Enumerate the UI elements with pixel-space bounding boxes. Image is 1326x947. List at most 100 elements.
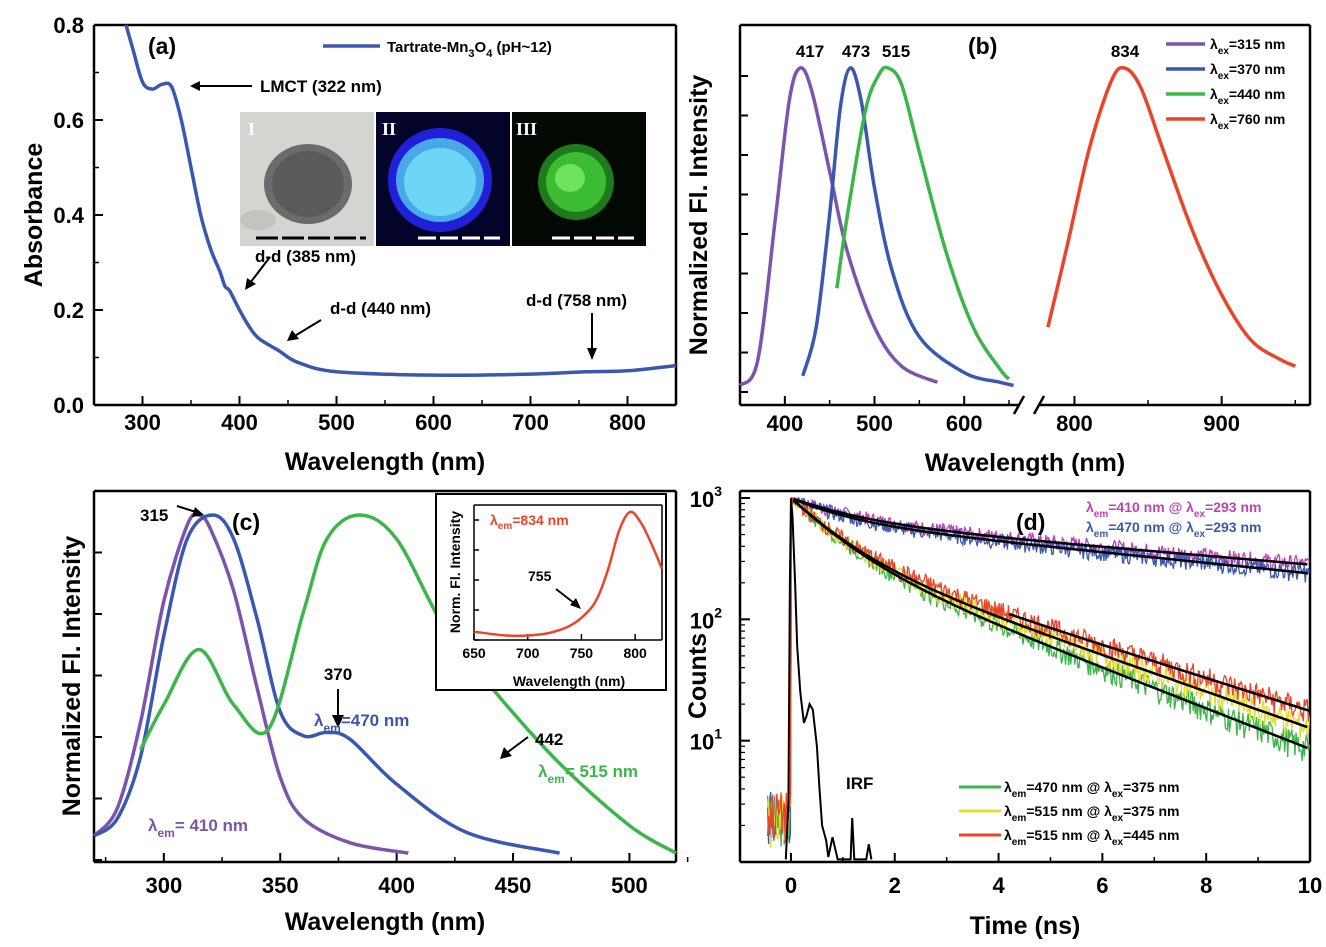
peak-label-473: 473 [842, 42, 870, 61]
panel-b-legend-label: λex=760 nm [1210, 111, 1285, 132]
panel-b-legend-label: λex=315 nm [1210, 36, 1285, 57]
dd385-arrow [249, 256, 271, 284]
peak-label-515: 515 [882, 42, 910, 61]
annotation-442: 442 [535, 730, 563, 749]
x-tick-label: 2 [889, 873, 901, 898]
panel-d-id: (d) [1016, 509, 1045, 535]
x-tick-label: 500 [318, 410, 355, 435]
panel-d-legend-label: λem=470 nm @ λex=293 nm [1086, 519, 1261, 540]
panel-b-ticks: 400 500 600 800 900 [739, 75, 1297, 436]
axis-break-mark [1012, 395, 1026, 415]
lmct-arrowhead [190, 81, 200, 91]
x-tick-label: 4 [992, 873, 1005, 898]
y-tick-label: 103 [690, 483, 722, 512]
micrograph-inset: I II III [240, 112, 646, 246]
panel-a-ylabel: Absorbance [20, 143, 48, 288]
x-tick-label: 700 [512, 410, 549, 435]
micrograph-I-label: I [248, 119, 255, 139]
panel-c-ylabel: Normalized Fl. Intensity [58, 536, 86, 817]
irf-label: IRF [846, 774, 873, 793]
panel-b-ylabel: Normalized Fl. Intensity [685, 75, 713, 356]
x-tick-label: 8 [1200, 873, 1212, 898]
inset-title: λem=834 nm [490, 512, 569, 532]
x-tick-label: 500 [856, 411, 893, 436]
x-tick-label: 600 [946, 411, 983, 436]
x-tick-label: 300 [145, 873, 182, 898]
panel-d-fit-4 [1008, 612, 1311, 713]
x-tick-label: 0 [785, 873, 797, 898]
panel-c: 300 350 400 450 500 (c) Wavelength (nm) Norm… [58, 489, 689, 936]
x-tick-label: 800 [609, 410, 646, 435]
inset-x-tick-label: 750 [570, 645, 594, 661]
panel-b-id: (b) [968, 33, 997, 59]
x-tick-label: 600 [415, 410, 452, 435]
panel-b-series-3 [1046, 65, 1297, 368]
micrograph-III-label: III [516, 119, 537, 139]
x-tick-label: 300 [124, 410, 161, 435]
panel-a-legend-label: Tartrate-Mn3O4 (pH~12) [387, 39, 552, 60]
dd440-arrowhead [287, 330, 299, 341]
x-tick-label: 800 [1056, 411, 1093, 436]
panel-c-series-2 [139, 513, 677, 855]
annotation-370: 370 [324, 665, 352, 684]
inset-curve [473, 510, 664, 638]
panel-c-ticks: 300 350 400 450 500 [94, 490, 689, 898]
panel-b-series-0 [738, 66, 939, 387]
inset-xlabel: Wavelength (nm) [513, 673, 625, 689]
panel-d-legend-label: λem=410 nm @ λex=293 nm [1086, 499, 1261, 520]
panel-b-legend-label: λex=440 nm [1210, 86, 1285, 107]
panel-c-id: (c) [232, 509, 260, 535]
x-tick-label: 900 [1203, 411, 1240, 436]
panel-d-fit-3 [792, 499, 1308, 729]
x-tick-label: 500 [611, 873, 648, 898]
panel-d-fit-2 [792, 499, 1308, 750]
peak-label-417: 417 [796, 42, 824, 61]
panel-d-legend-label: λem=470 nm @ λex=375 nm [1004, 779, 1179, 800]
panel-d-legend-label: λem=515 nm @ λex=375 nm [1004, 803, 1179, 824]
dd758-label: d-d (758 nm) [526, 291, 627, 310]
irf-curve [784, 497, 873, 861]
panel-a: 300 400 500 600 700 800 0.0 0.2 0.4 0.6 0.8 (a) Wa… [20, 13, 678, 476]
panel-d-series [766, 496, 1311, 861]
x-tick-label: 400 [766, 411, 803, 436]
peak-label-834: 834 [1111, 42, 1140, 61]
y-tick-label: 102 [690, 604, 722, 633]
y-tick-label: 101 [690, 726, 722, 755]
panel-c-series-label: λem=470 nm [314, 711, 409, 735]
panel-c-series-labels: λem= 410 nm λem=470 nm λem= 515 nm [148, 711, 638, 840]
panel-c-series-1 [92, 513, 560, 855]
panel-d-ylabel: Counts [684, 633, 712, 719]
panel-a-absorbance-curve [124, 24, 677, 377]
inset-ticks: 650 700 750 800 [462, 519, 647, 661]
panel-d-series-3 [766, 497, 1311, 849]
panel-c-inset: 650 700 750 800 Wavelength (nm) Norm. Fl. I… [435, 493, 667, 691]
y-tick-label: 0.6 [53, 108, 84, 133]
x-tick-label: 350 [262, 873, 299, 898]
x-tick-label: 400 [221, 410, 258, 435]
dd440-label: d-d (440 nm) [330, 299, 431, 318]
panel-d-xlabel: Time (ns) [970, 912, 1081, 940]
panel-a-xlabel: Wavelength (nm) [285, 448, 485, 476]
panel-a-ticks: 300 400 500 600 700 800 0.0 0.2 0.4 0.6 0.8 [53, 13, 677, 435]
panel-d-ticks: 0 2 4 6 8 10 103 102 101 [690, 483, 1323, 898]
panel-c-series [92, 512, 677, 855]
inset-x-tick-label: 650 [462, 645, 486, 661]
panel-d-series-0 [766, 496, 1310, 844]
panel-d-fit-1 [793, 497, 1308, 575]
micrograph-II-particle [404, 148, 476, 216]
panel-b-series [738, 65, 1297, 388]
panel-b-xlabel: Wavelength (nm) [925, 449, 1125, 477]
panel-c-series-0 [92, 512, 409, 855]
dd440-arrow [292, 319, 322, 338]
panel-b-legend-label: λex=370 nm [1210, 61, 1285, 82]
dd385-arrowhead [245, 278, 256, 290]
panel-d: 0 2 4 6 8 10 103 102 101 (d) Time (ns) Counts IR… [684, 483, 1322, 940]
axis-break-mark [1032, 395, 1046, 415]
inset-arrow-755 [555, 588, 575, 604]
panel-b-series-2 [835, 65, 1011, 381]
y-tick-label: 0.0 [53, 393, 84, 418]
inset-annotation-755: 755 [528, 568, 552, 584]
arrow-442 [507, 736, 529, 753]
